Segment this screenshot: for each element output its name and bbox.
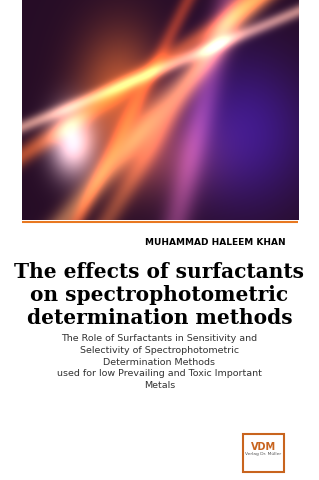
Bar [242,434,284,472]
Text: The Role of Surfactants in Sensitivity and
Selectivity of Spectrophotometric
Det: The Role of Surfactants in Sensitivity a… [57,334,262,390]
Text: Verlag Dr. Müller: Verlag Dr. Müller [245,452,281,456]
Text: VDM: VDM [251,442,276,452]
Text: The effects of surfactants
on spectrophotometric
determination methods: The effects of surfactants on spectropho… [14,262,304,328]
Text: MUHAMMAD HALEEM KHAN: MUHAMMAD HALEEM KHAN [145,238,286,247]
Bar [22,222,298,480]
